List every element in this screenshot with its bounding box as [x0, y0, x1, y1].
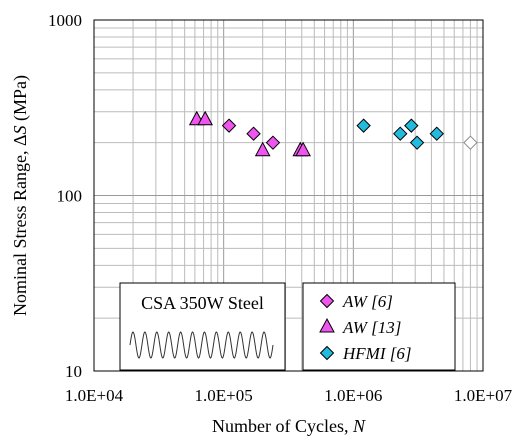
inset-frame	[119, 282, 286, 371]
legend: AW [6] AW [13] HFMI [6]	[302, 282, 456, 371]
material-inset: CSA 350W Steel	[119, 282, 286, 371]
sine-wave-icon	[129, 331, 274, 359]
x-tick-label: 1.0E+05	[195, 386, 253, 405]
point-unlabeled	[463, 135, 478, 150]
point-hfmi-6	[409, 135, 425, 150]
x-tick-label: 1.0E+07	[454, 386, 513, 405]
y-axis-title: Nominal Stress Range, ΔS (MPa)	[10, 75, 31, 316]
y-tick-label: 100	[57, 187, 83, 206]
legend-label: HFMI [6]	[342, 344, 411, 363]
point-hfmi-6	[356, 118, 371, 133]
point-aw-6	[265, 135, 281, 150]
y-tick-label: 1000	[48, 11, 82, 30]
point-aw-6	[221, 118, 237, 133]
point-aw-6	[246, 126, 261, 141]
point-hfmi-6	[429, 126, 444, 141]
legend-marker	[319, 293, 335, 309]
inset-label: CSA 350W Steel	[141, 293, 264, 313]
x-axis-title: Number of Cycles, N	[212, 416, 366, 436]
tick-labels: 1.0E+04 1.0E+05 1.0E+06 1.0E+07 10 100 1000	[48, 11, 513, 405]
legend-marker	[319, 345, 335, 361]
x-tick-label: 1.0E+06	[324, 386, 382, 405]
legend-marker	[319, 317, 335, 333]
y-tick-label: 10	[65, 362, 82, 381]
plot-frame	[93, 19, 484, 372]
data-markers	[188, 110, 478, 157]
point-hfmi-6	[393, 126, 408, 141]
point-hfmi-6	[404, 118, 419, 133]
legend-label: AW [6]	[342, 292, 393, 311]
x-tick-label: 1.0E+04	[65, 386, 124, 405]
point-aw-13	[295, 141, 311, 157]
point-aw-13	[197, 110, 214, 126]
point-aw-13	[254, 141, 271, 157]
legend-label: AW [13]	[342, 318, 401, 337]
